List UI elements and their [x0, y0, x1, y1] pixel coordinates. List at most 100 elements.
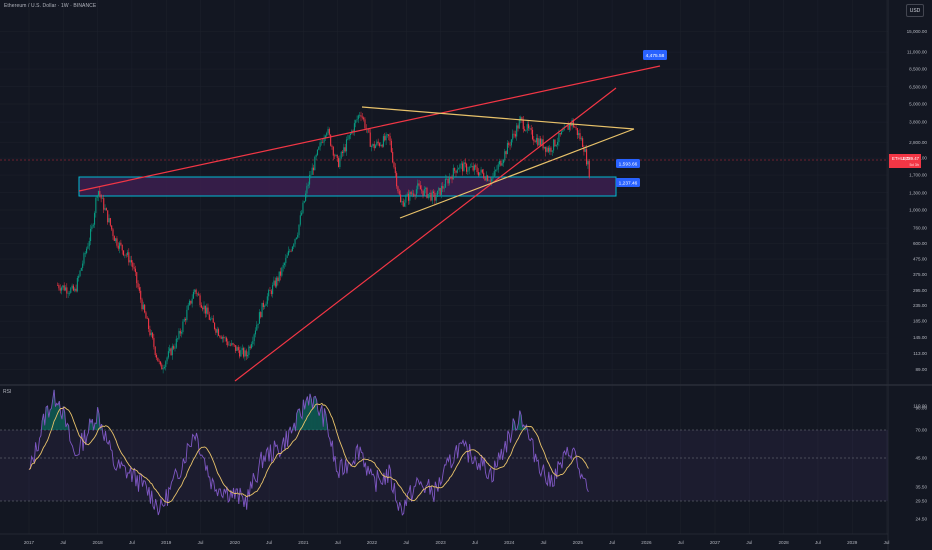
time-tick-label: Jul	[335, 540, 341, 545]
candle-body	[214, 322, 216, 329]
candle-body	[516, 125, 518, 137]
rsi-overbought-segment	[52, 399, 54, 430]
rsi-overbought-segment	[306, 396, 309, 430]
candle-body	[427, 193, 429, 198]
candle-body	[285, 257, 287, 264]
candle-body	[460, 163, 462, 165]
candle-body	[455, 170, 457, 173]
candle-body	[80, 267, 82, 271]
current-price-symbol: ETHUSD	[892, 156, 910, 161]
candle-body	[231, 343, 233, 346]
zone-top-label: 1,593.66	[616, 159, 640, 168]
candle-body	[82, 263, 84, 268]
candle-body	[215, 328, 217, 333]
candle-body	[543, 146, 545, 149]
candle-body	[90, 229, 92, 242]
candle-body	[407, 193, 410, 201]
candle-body	[332, 147, 334, 156]
candle-body	[86, 248, 88, 254]
candle-body	[498, 160, 501, 165]
candle-body	[403, 202, 406, 207]
candle-body	[526, 124, 528, 131]
candle-body	[281, 267, 283, 276]
candle-body	[312, 167, 315, 171]
candle-body	[396, 173, 398, 187]
price-tick-label: 3,800.00	[909, 120, 927, 125]
rsi-overbought-segment	[44, 425, 46, 430]
zone-top-label-text: 1,593.66	[619, 162, 638, 168]
rsi-overbought-segment	[56, 403, 58, 430]
rsi-overbought-segment	[304, 409, 306, 430]
price-tick-label: 185.00	[913, 319, 927, 324]
candle-body	[434, 193, 436, 201]
triangle-lower-line	[399, 128, 635, 219]
candle-body	[357, 115, 359, 120]
candle-body	[165, 361, 167, 368]
candle-body	[113, 236, 115, 242]
candle-body	[378, 143, 381, 146]
candle-body	[270, 290, 272, 295]
candle-body	[93, 213, 96, 225]
candle-body	[220, 336, 222, 339]
candle-body	[505, 151, 507, 155]
candle-body	[208, 314, 210, 320]
candle-body	[72, 285, 74, 291]
candle-body	[121, 244, 123, 251]
rsi-overbought-segment	[322, 426, 324, 430]
candle-body	[479, 172, 481, 176]
candle-body	[493, 171, 495, 177]
time-tick-label: 2028	[778, 540, 789, 545]
currency-button[interactable]: USD	[906, 4, 924, 17]
price-tick-label: 89.00	[916, 367, 928, 372]
rsi-overbought-segment	[62, 406, 64, 430]
candle-body	[108, 218, 110, 223]
rsi-overbought-segment	[302, 399, 305, 430]
candle-body	[393, 162, 395, 168]
zone-bottom-label-text: 1,237.46	[619, 181, 638, 187]
current-price-countdown: 5d 3h	[909, 163, 919, 167]
candle-body	[245, 350, 247, 357]
candle-body	[191, 298, 193, 304]
candle-body	[199, 295, 201, 306]
price-axis[interactable]: 15,000.00 11,000.00 8,500.00 6,500.00 5,000.…	[907, 29, 928, 372]
candle-body	[283, 263, 286, 265]
candle-body	[555, 144, 557, 147]
rsi-overbought-segment	[297, 409, 299, 430]
candle-body	[83, 253, 85, 264]
candle-body	[525, 130, 527, 131]
candle-body	[397, 186, 399, 192]
candle-body	[576, 128, 578, 136]
rsi-overbought-segment	[293, 422, 295, 430]
rsi-overbought-segment	[512, 418, 514, 430]
candle-body	[326, 133, 328, 136]
candle-body	[297, 235, 299, 238]
candle-body	[456, 169, 458, 173]
rsi-overbought-segment	[519, 410, 521, 430]
time-tick-label: 2027	[710, 540, 721, 545]
time-tick-label: Jul	[60, 540, 66, 545]
candle-body	[179, 330, 181, 334]
candle-body	[347, 138, 349, 140]
candle-body	[92, 224, 94, 227]
candle-body	[62, 285, 64, 288]
candle-body	[252, 341, 254, 345]
target-label: 4,475.58	[643, 50, 667, 60]
candle-body	[260, 312, 262, 318]
candle-body	[111, 225, 113, 230]
candle-body	[384, 136, 386, 141]
candle-body	[239, 350, 241, 357]
candle-body	[169, 348, 171, 352]
candle-body	[126, 252, 129, 256]
candle-body	[444, 178, 446, 188]
candle-body	[447, 178, 449, 184]
rsi-overbought-segment	[307, 405, 310, 430]
candle-body	[531, 129, 534, 140]
candle-body	[229, 344, 231, 346]
price-tick-label: 6,500.00	[909, 84, 927, 89]
candle-body	[465, 163, 468, 172]
candle-body	[109, 218, 111, 226]
time-axis[interactable]: 2017 Jul 2018 Jul 2019 Jul 2020 Jul 2021 Jul 2022 J…	[24, 540, 890, 545]
time-tick-label: Jul	[403, 540, 409, 545]
